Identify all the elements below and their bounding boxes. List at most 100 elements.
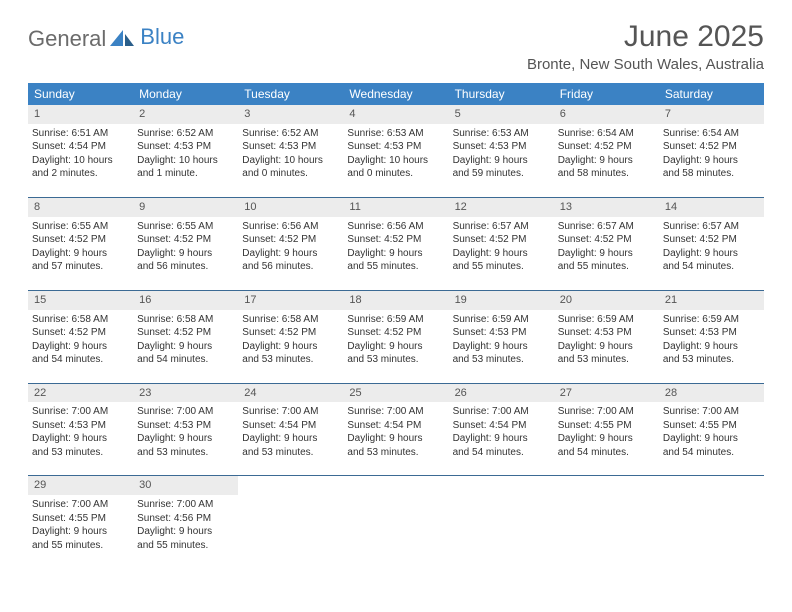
sunset-text: Sunset: 4:52 PM	[347, 326, 444, 340]
day-number: 28	[659, 384, 764, 403]
sunset-text: Sunset: 4:53 PM	[242, 140, 339, 154]
sunset-text: Sunset: 4:54 PM	[453, 419, 550, 433]
daylight-text: and 0 minutes.	[242, 167, 339, 181]
sunrise-text: Sunrise: 6:59 AM	[663, 313, 760, 327]
sunrise-text: Sunrise: 6:54 AM	[663, 127, 760, 141]
sunrise-text: Sunrise: 7:00 AM	[558, 405, 655, 419]
daylight-text: Daylight: 9 hours	[347, 340, 444, 354]
day-number: 18	[343, 291, 448, 310]
logo-text-1: General	[28, 26, 106, 52]
daylight-text: and 54 minutes.	[137, 353, 234, 367]
daylight-text: Daylight: 9 hours	[137, 247, 234, 261]
dow-tuesday: Tuesday	[238, 83, 343, 105]
sunset-text: Sunset: 4:53 PM	[663, 326, 760, 340]
daylight-text: and 54 minutes.	[663, 260, 760, 274]
daylight-text: and 53 minutes.	[242, 353, 339, 367]
day-number: 15	[28, 291, 133, 310]
sunrise-text: Sunrise: 7:00 AM	[137, 498, 234, 512]
day-cell: 19Sunrise: 6:59 AMSunset: 4:53 PMDayligh…	[449, 291, 554, 373]
day-number: 8	[28, 198, 133, 217]
logo-sail-icon	[110, 26, 136, 52]
sunrise-text: Sunrise: 6:57 AM	[453, 220, 550, 234]
page: General Blue June 2025 Bronte, New South…	[0, 0, 792, 578]
daylight-text: and 54 minutes.	[453, 446, 550, 460]
sunset-text: Sunset: 4:53 PM	[137, 140, 234, 154]
sunset-text: Sunset: 4:52 PM	[137, 233, 234, 247]
day-number: 14	[659, 198, 764, 217]
daylight-text: Daylight: 9 hours	[663, 247, 760, 261]
day-number: 12	[449, 198, 554, 217]
sunrise-text: Sunrise: 6:51 AM	[32, 127, 129, 141]
daylight-text: and 54 minutes.	[663, 446, 760, 460]
daylight-text: and 55 minutes.	[137, 539, 234, 553]
day-cell: 1 Sunrise: 6:51 AMSunset: 4:54 PMDaylight…	[28, 105, 133, 187]
dow-header-row: Sunday Monday Tuesday Wednesday Thursday…	[28, 83, 764, 105]
week-row: 1Sunrise: 6:51 AMSunset: 4:54 PMDaylight…	[28, 105, 764, 187]
daylight-text: Daylight: 9 hours	[663, 154, 760, 168]
sunrise-text: Sunrise: 6:53 AM	[347, 127, 444, 141]
daylight-text: and 55 minutes.	[558, 260, 655, 274]
day-cell: 27Sunrise: 7:00 AMSunset: 4:55 PMDayligh…	[554, 384, 659, 466]
sunrise-text: Sunrise: 6:58 AM	[32, 313, 129, 327]
empty-cell	[659, 476, 764, 558]
day-cell: 11Sunrise: 6:56 AMSunset: 4:52 PMDayligh…	[343, 198, 448, 280]
sunrise-text: Sunrise: 7:00 AM	[137, 405, 234, 419]
daylight-text: Daylight: 10 hours	[137, 154, 234, 168]
daylight-text: and 53 minutes.	[137, 446, 234, 460]
daylight-text: Daylight: 9 hours	[242, 247, 339, 261]
daylight-text: and 0 minutes.	[347, 167, 444, 181]
page-title: June 2025	[527, 20, 764, 54]
sunrise-text: Sunrise: 6:52 AM	[242, 127, 339, 141]
day-number: 26	[449, 384, 554, 403]
daylight-text: Daylight: 9 hours	[558, 340, 655, 354]
day-cell: 10Sunrise: 6:56 AMSunset: 4:52 PMDayligh…	[238, 198, 343, 280]
sunrise-text: Sunrise: 6:55 AM	[32, 220, 129, 234]
sunrise-text: Sunrise: 7:00 AM	[347, 405, 444, 419]
title-block: June 2025 Bronte, New South Wales, Austr…	[527, 20, 764, 73]
day-number: 13	[554, 198, 659, 217]
day-number: 27	[554, 384, 659, 403]
page-subtitle: Bronte, New South Wales, Australia	[527, 56, 764, 73]
day-cell: 9Sunrise: 6:55 AMSunset: 4:52 PMDaylight…	[133, 198, 238, 280]
sunset-text: Sunset: 4:53 PM	[453, 140, 550, 154]
day-cell: 22Sunrise: 7:00 AMSunset: 4:53 PMDayligh…	[28, 384, 133, 466]
daylight-text: and 53 minutes.	[242, 446, 339, 460]
day-cell: 25Sunrise: 7:00 AMSunset: 4:54 PMDayligh…	[343, 384, 448, 466]
daylight-text: Daylight: 9 hours	[32, 247, 129, 261]
logo: General Blue	[28, 20, 184, 52]
day-number: 22	[28, 384, 133, 403]
day-number: 29	[28, 476, 133, 495]
empty-cell	[343, 476, 448, 558]
day-cell: 20Sunrise: 6:59 AMSunset: 4:53 PMDayligh…	[554, 291, 659, 373]
day-cell: 8Sunrise: 6:55 AMSunset: 4:52 PMDaylight…	[28, 198, 133, 280]
sunrise-text: Sunrise: 7:00 AM	[32, 498, 129, 512]
daylight-text: Daylight: 9 hours	[32, 340, 129, 354]
day-cell: 16Sunrise: 6:58 AMSunset: 4:52 PMDayligh…	[133, 291, 238, 373]
dow-sunday: Sunday	[28, 83, 133, 105]
sunset-text: Sunset: 4:54 PM	[32, 140, 129, 154]
sunrise-text: Sunrise: 7:00 AM	[663, 405, 760, 419]
daylight-text: Daylight: 10 hours	[32, 154, 129, 168]
day-cell: 2Sunrise: 6:52 AMSunset: 4:53 PMDaylight…	[133, 105, 238, 187]
day-number: 16	[133, 291, 238, 310]
day-cell: 26 Sunrise: 7:00 AMSunset: 4:54 PMDayligh…	[449, 384, 554, 466]
day-number: 1	[28, 105, 133, 124]
dow-wednesday: Wednesday	[343, 83, 448, 105]
daylight-text: Daylight: 10 hours	[242, 154, 339, 168]
sunrise-text: Sunrise: 6:59 AM	[347, 313, 444, 327]
daylight-text: Daylight: 9 hours	[32, 432, 129, 446]
day-number: 19	[449, 291, 554, 310]
daylight-text: Daylight: 9 hours	[137, 432, 234, 446]
sunrise-text: Sunrise: 7:00 AM	[453, 405, 550, 419]
empty-cell	[238, 476, 343, 558]
daylight-text: and 53 minutes.	[558, 353, 655, 367]
day-number: 3	[238, 105, 343, 124]
daylight-text: Daylight: 9 hours	[663, 340, 760, 354]
day-cell: 30Sunrise: 7:00 AMSunset: 4:56 PMDayligh…	[133, 476, 238, 558]
day-number: 10	[238, 198, 343, 217]
daylight-text: Daylight: 9 hours	[453, 432, 550, 446]
sunset-text: Sunset: 4:55 PM	[663, 419, 760, 433]
day-cell: 24Sunrise: 7:00 AMSunset: 4:54 PMDayligh…	[238, 384, 343, 466]
daylight-text: Daylight: 9 hours	[558, 432, 655, 446]
sunrise-text: Sunrise: 6:54 AM	[558, 127, 655, 141]
